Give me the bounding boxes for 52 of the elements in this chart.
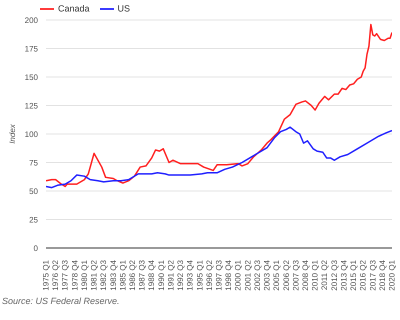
x-tick-label: 1986 Q2	[128, 259, 137, 291]
x-tick-label: 2012 Q3	[330, 259, 339, 291]
legend-label: Canada	[58, 3, 90, 14]
y-tick-label: 175	[24, 44, 39, 54]
y-tick-label: 200	[24, 16, 39, 25]
x-tick-label: 1996 Q2	[204, 259, 214, 291]
x-tick-label: 2006 Q2	[282, 259, 291, 291]
y-tick-label: 50	[29, 186, 39, 196]
y-tick-label: 150	[24, 72, 39, 82]
x-tick-label: 2003 Q4	[262, 259, 272, 291]
x-tick-label: 2001 Q2	[243, 259, 252, 291]
x-tick-label: 2020 Q1	[388, 259, 396, 291]
x-tick-label: 1983 Q4	[108, 259, 118, 291]
x-tick-label: 1988 Q4	[147, 259, 156, 291]
x-tick-label: 2000 Q1	[234, 259, 243, 291]
x-tick-label: 2015 Q1	[349, 259, 358, 291]
x-tick-label: 2018 Q4	[378, 259, 387, 291]
x-tick-label: 1997 Q3	[214, 259, 224, 291]
x-tick-label: 1982 Q3	[99, 259, 108, 291]
x-tick-label: 2005 Q1	[272, 259, 282, 291]
x-tick-label: 1992 Q3	[176, 259, 186, 291]
x-tick-label: 1995 Q1	[195, 259, 204, 291]
y-tick-label: 75	[29, 158, 39, 168]
x-tick-label: 1976 Q2	[51, 259, 60, 291]
x-tick-label: 1993 Q4	[186, 259, 195, 291]
y-tick-label: 0	[34, 244, 39, 253]
x-tick-label: 1985 Q1	[118, 259, 128, 291]
x-tick-label: 2011 Q2	[320, 259, 330, 290]
source-note: Source: US Federal Reserve.	[2, 296, 120, 306]
x-tick-label: 2010 Q1	[310, 259, 320, 291]
x-tick-label: 2008 Q4	[301, 259, 310, 291]
x-tick-label: 1978 Q4	[70, 259, 80, 291]
legend-label: US	[118, 3, 130, 14]
x-tick-label: 2017 Q3	[368, 259, 378, 291]
x-tick-label: 1981 Q2	[90, 259, 99, 291]
x-tick-label: 2013 Q4	[339, 259, 348, 291]
x-tick-label: 1977 Q3	[60, 259, 70, 291]
x-tick-label: 2002 Q3	[252, 259, 262, 291]
x-tick-label: 1987 Q3	[138, 259, 147, 291]
x-tick-label: 2007 Q3	[291, 259, 300, 291]
y-tick-label: 125	[24, 101, 39, 110]
x-tick-label: 1980 Q1	[80, 259, 89, 291]
x-tick-label: 1975 Q1	[42, 259, 50, 291]
y-tick-label: 25	[29, 215, 39, 224]
line-series	[46, 126, 392, 188]
y-axis-title: Index	[8, 123, 17, 144]
x-tick-label: 1990 Q1	[156, 259, 166, 291]
x-tick-label: 1998 Q4	[224, 259, 234, 291]
x-tick-label: 1991 Q2	[166, 259, 176, 291]
x-tick-label: 2016 Q2	[358, 259, 368, 291]
y-tick-label: 100	[24, 130, 39, 139]
line-series	[46, 24, 392, 188]
